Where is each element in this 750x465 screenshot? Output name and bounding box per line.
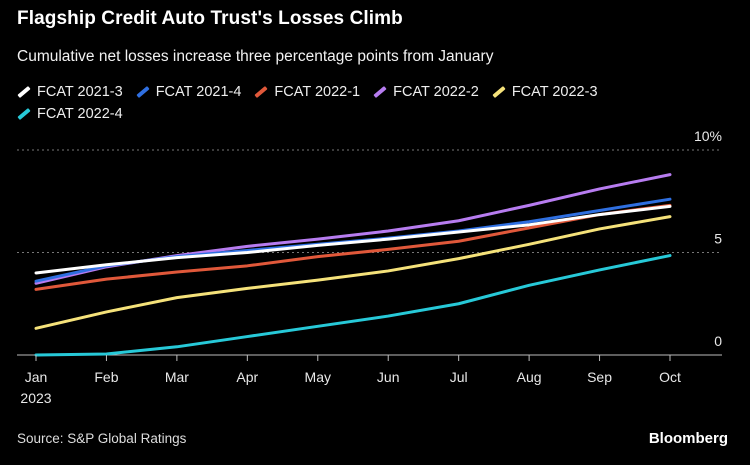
series-line-fcat-2022-2 [34,173,672,285]
series-line-fcat-2021-3 [34,204,672,275]
legend-label: FCAT 2022-2 [393,84,479,100]
legend-item: FCAT 2021-4 [136,82,242,102]
bloomberg-logo: Bloomberg [648,430,728,447]
chart-subtitle: Cumulative net losses increase three per… [17,48,494,65]
y-tick-label: 0 [714,333,722,349]
legend-item: FCAT 2022-4 [17,104,123,124]
y-tick-label: 10% [694,128,722,144]
legend-label: FCAT 2021-4 [155,84,242,100]
chart-title: Flagship Credit Auto Trust's Losses Clim… [17,8,403,29]
legend-label: FCAT 2021-3 [37,84,123,100]
x-tick-label: Sep [587,369,612,385]
legend-item: FCAT 2022-3 [492,82,598,102]
legend: FCAT 2021-3 FCAT 2021-4 FCAT 2022-1 FCAT 20… [17,82,717,126]
y-tick-label: 5 [714,231,722,247]
x-tick-label: Oct [659,369,681,385]
legend-label: FCAT 2022-1 [274,84,361,100]
x-year-label: 2023 [20,390,51,406]
legend-label: FCAT 2022-3 [511,84,598,100]
x-tick-label: Feb [94,369,118,385]
legend-item: FCAT 2022-1 [254,82,360,102]
series-line-fcat-2022-3 [34,215,672,330]
x-tick-label: Jan [25,369,48,385]
x-tick-label: Jun [377,369,400,385]
series-line-fcat-2021-4 [34,197,672,283]
x-tick-label: Mar [165,369,189,385]
series-line-fcat-2022-4 [34,254,672,357]
source-note: Source: S&P Global Ratings [17,431,187,446]
x-tick-label: Aug [517,369,542,385]
legend-label: FCAT 2022-4 [37,106,123,122]
series-line-fcat-2022-1 [34,203,672,291]
x-tick-label: Apr [236,369,258,385]
legend-item: FCAT 2021-3 [17,82,123,102]
x-tick-label: Jul [450,369,468,385]
x-tick-label: May [305,369,331,385]
legend-item: FCAT 2022-2 [373,82,479,102]
